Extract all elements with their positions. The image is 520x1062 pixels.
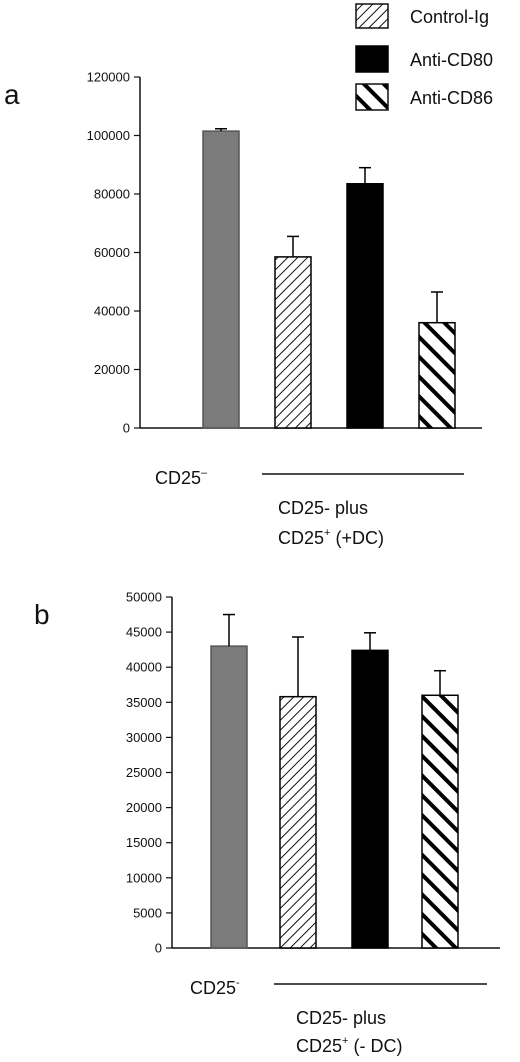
group-label-cd25-neg-a: CD25– [155, 467, 208, 488]
chart-panel-a: 0 20000 40000 60000 80000 100000 120000 [87, 70, 482, 436]
y-tick-label-b: 15000 [126, 835, 162, 850]
y-tick-label-b: 40000 [126, 660, 162, 675]
bar-b-anti-cd86 [421, 694, 459, 949]
y-tick-label-a: 60000 [94, 245, 130, 260]
legend-label-control-ig: Control-Ig [410, 7, 489, 27]
y-tick-label-a: 40000 [94, 304, 130, 319]
group-label-combined-b-line1: CD25- plus [296, 1008, 386, 1028]
y-tick-label-b: 50000 [126, 590, 162, 605]
legend-swatch-anti-cd86 [355, 83, 389, 111]
bar-b-control-ig [279, 695, 317, 949]
y-tick-label-b: 25000 [126, 765, 162, 780]
panel-label-b: b [34, 599, 50, 630]
y-tick-label-b: 10000 [126, 870, 162, 885]
legend-swatch-anti-cd80 [355, 45, 389, 73]
y-tick-label-a: 20000 [94, 362, 130, 377]
chart-panel-b: 0 5000 10000 15000 20000 25000 30000 35000 40000… [126, 590, 500, 956]
legend-label-anti-cd80: Anti-CD80 [410, 50, 493, 70]
group-label-combined-b-line2: CD25+ (- DC) [296, 1035, 402, 1056]
y-tick-label-b: 0 [155, 941, 162, 956]
bar-a-cd25- [202, 130, 240, 429]
y-tick-label-b: 20000 [126, 800, 162, 815]
legend: Control-Ig Anti-CD80 Anti-CD86 [355, 3, 493, 111]
legend-label-anti-cd86: Anti-CD86 [410, 88, 493, 108]
group-label-combined-a-line2: CD25+ (+DC) [278, 527, 384, 548]
group-label-cd25-neg-b: CD25- [190, 977, 240, 998]
y-tick-label-b: 35000 [126, 695, 162, 710]
legend-swatch-control-ig [355, 3, 389, 29]
y-tick-label-b: 45000 [126, 625, 162, 640]
y-tick-label-a: 120000 [87, 70, 130, 85]
bar-a-anti-cd86 [418, 321, 456, 429]
panel-label-a: a [4, 79, 20, 110]
y-tick-label-a: 80000 [94, 187, 130, 202]
bar-b-cd25- [210, 645, 248, 949]
y-tick-label-a: 100000 [87, 128, 130, 143]
y-tick-label-b: 30000 [126, 730, 162, 745]
bar-a-control-ig [274, 256, 312, 429]
y-tick-label-b: 5000 [133, 905, 162, 920]
bar-a-anti-cd80 [346, 183, 384, 429]
bar-b-anti-cd80 [351, 649, 389, 949]
group-label-combined-a-line1: CD25- plus [278, 498, 368, 518]
y-tick-label-a: 0 [123, 421, 130, 436]
